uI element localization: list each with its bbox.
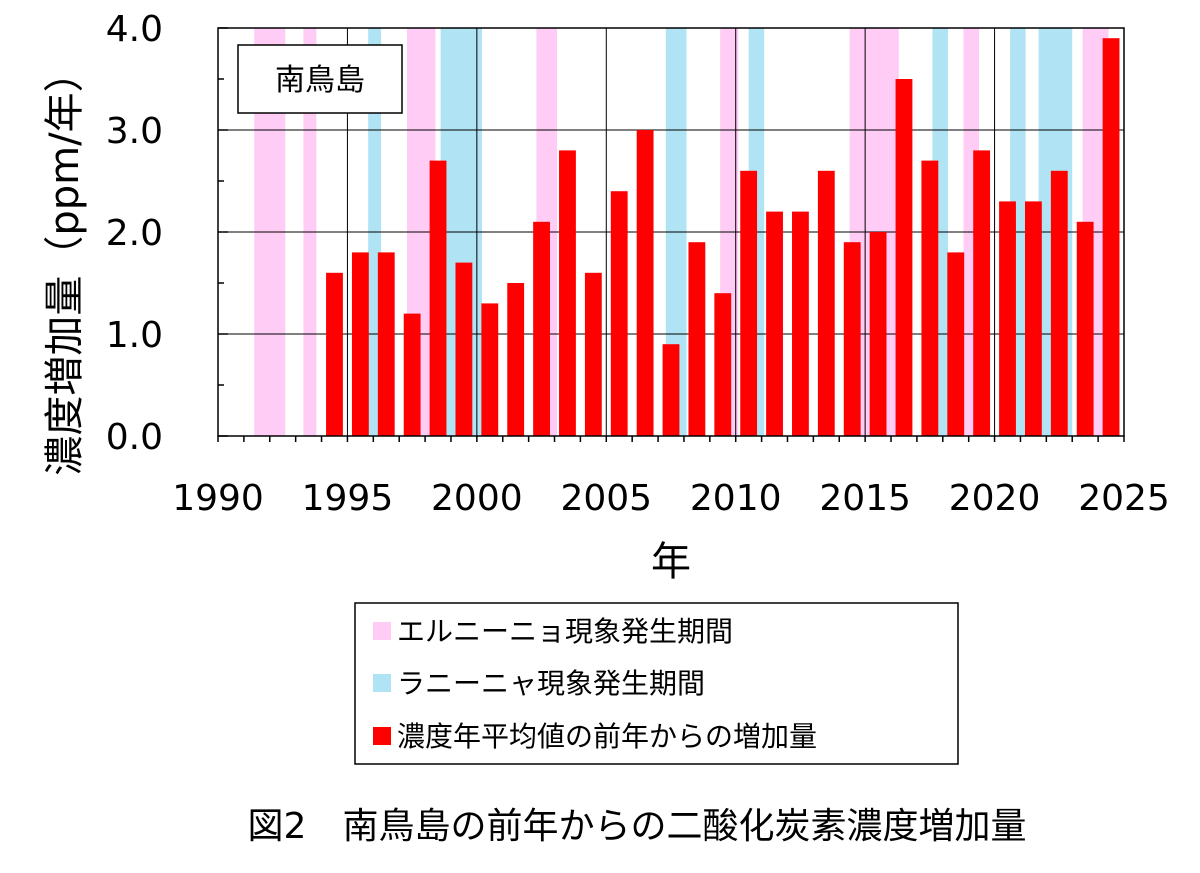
y-tick-label-4: 4.0 xyxy=(106,9,163,50)
bar-2018 xyxy=(947,252,965,436)
bar-2003 xyxy=(559,150,576,436)
figure-caption: 図2 南鳥島の前年からの二酸化炭素濃度増加量 xyxy=(248,806,1027,847)
x-tick-label-2000: 2000 xyxy=(431,478,523,519)
bar-2024 xyxy=(1102,38,1120,436)
bar-2016 xyxy=(895,79,913,436)
legend-label-increase: 濃度年平均値の前年からの増加量 xyxy=(397,720,817,753)
legend-label-la-nina: ラニーニャ現象発生期間 xyxy=(397,667,705,700)
y-tick-label-2: 2.0 xyxy=(106,213,163,254)
bar-2009 xyxy=(714,293,732,436)
bar-2007 xyxy=(662,344,680,436)
bar-2019 xyxy=(973,150,991,436)
x-tick-label-1990: 1990 xyxy=(172,478,264,519)
x-tick-label-1995: 1995 xyxy=(302,478,394,519)
bar-2001 xyxy=(507,283,525,436)
bar-2005 xyxy=(610,191,628,436)
bar-2010 xyxy=(740,170,758,437)
bar-2000 xyxy=(481,303,499,436)
station-label: 南鳥島 xyxy=(275,63,365,98)
bar-2002 xyxy=(533,221,550,436)
bar-2020 xyxy=(999,201,1016,436)
legend-label-el-nino: エルニーニョ現象発生期間 xyxy=(397,615,733,648)
grid-lines xyxy=(218,28,1124,436)
x-axis-title: 年 xyxy=(651,539,691,585)
bar-1995 xyxy=(351,252,369,436)
bar-2004 xyxy=(584,272,602,436)
legend-swatch-increase xyxy=(373,727,391,745)
legend-swatch-la-nina xyxy=(373,674,391,692)
bar-2006 xyxy=(636,130,654,436)
bar-2021 xyxy=(1024,201,1042,436)
bar-1997 xyxy=(403,313,421,436)
bar-2023 xyxy=(1076,221,1094,436)
bar-2008 xyxy=(688,242,706,436)
x-tick-label-2025: 2025 xyxy=(1078,478,1170,519)
bar-1996 xyxy=(377,252,395,436)
y-tick-label-1: 1.0 xyxy=(106,315,163,356)
axis-ticks xyxy=(217,27,1125,442)
station-label-box xyxy=(237,44,403,114)
x-tick-labels: 1990 1995 2000 2005 2010 2015 2020 2025 xyxy=(172,478,1170,519)
legend-box xyxy=(354,602,959,765)
legend-swatch-el-nino xyxy=(373,622,391,640)
x-tick-label-2020: 2020 xyxy=(949,478,1041,519)
bar-2014 xyxy=(843,242,861,436)
bar-2015 xyxy=(869,232,887,436)
bar-1998 xyxy=(429,160,447,436)
y-tick-label-3: 3.0 xyxy=(106,111,163,152)
y-tick-labels: 0.0 1.0 2.0 3.0 4.0 xyxy=(106,9,163,458)
bar-2011 xyxy=(766,211,783,436)
y-axis-title: 濃度増加量（ppm/年） xyxy=(42,52,88,475)
x-tick-label-2010: 2010 xyxy=(690,478,782,519)
y-tick-label-0: 0.0 xyxy=(106,417,163,458)
bar-2022 xyxy=(1050,170,1068,437)
bar-1994 xyxy=(326,272,343,436)
x-tick-label-2015: 2015 xyxy=(819,478,911,519)
increase-bars xyxy=(326,38,1120,437)
bar-1999 xyxy=(455,262,473,436)
x-tick-label-2005: 2005 xyxy=(560,478,652,519)
bar-2013 xyxy=(817,170,835,437)
bar-2012 xyxy=(792,211,809,436)
bar-2017 xyxy=(921,160,939,436)
